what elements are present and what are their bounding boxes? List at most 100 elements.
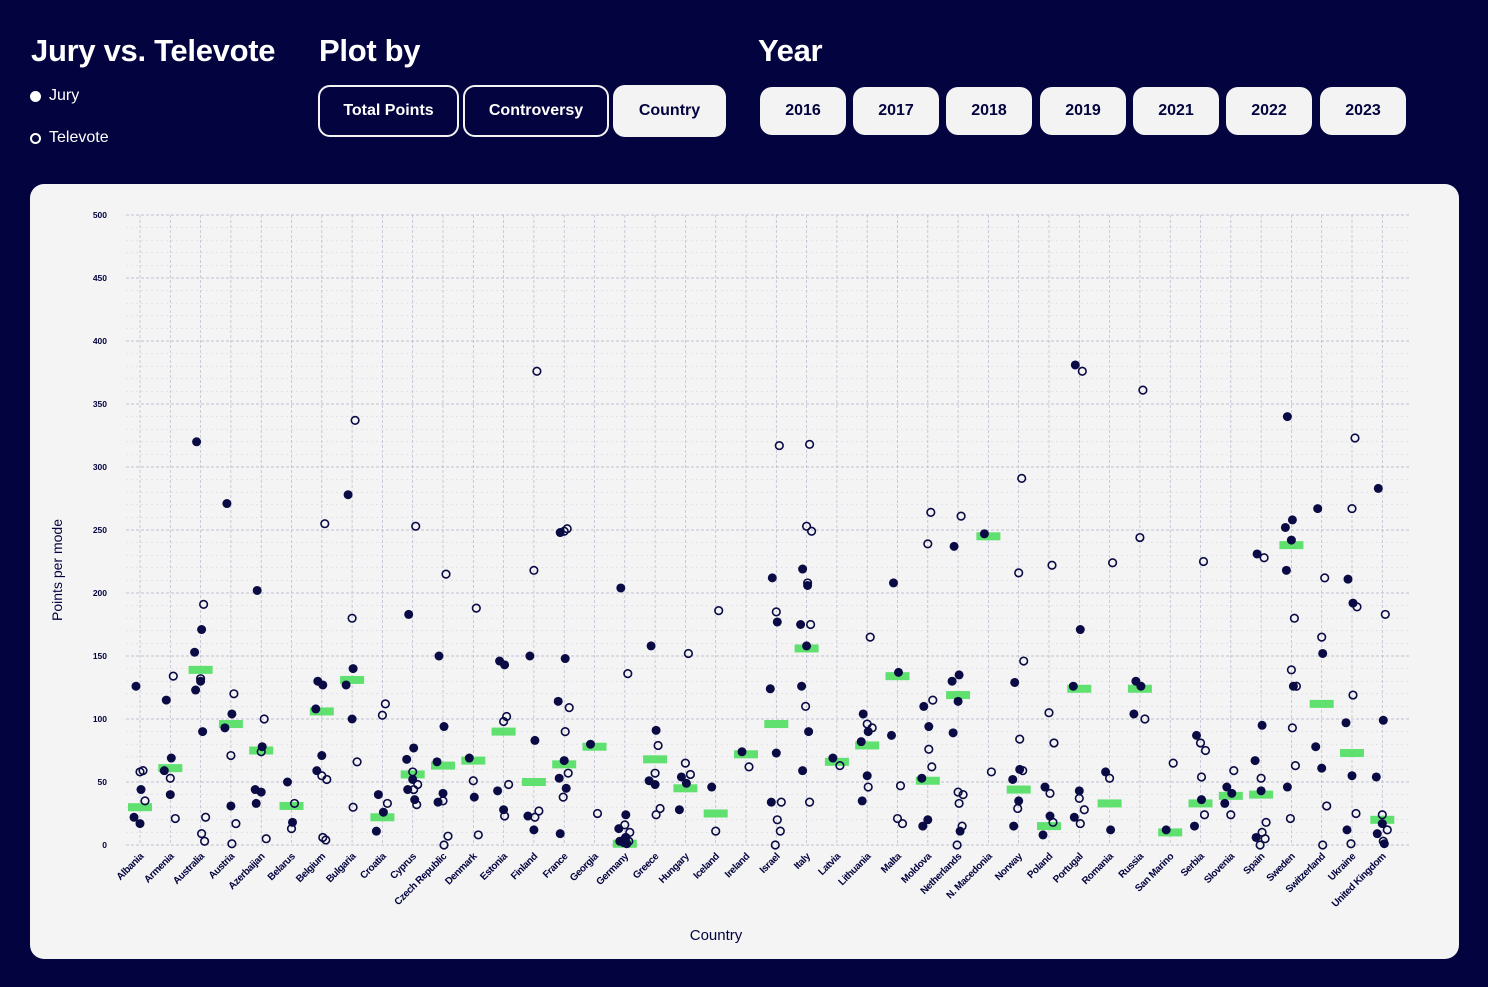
jury-point	[378, 807, 388, 817]
hollow-circle-icon	[30, 132, 41, 144]
y-tick-label: 50	[98, 777, 108, 787]
jury-point	[129, 812, 139, 822]
televote-point	[770, 840, 780, 850]
jury-point	[857, 796, 867, 806]
mean-bar	[1037, 822, 1061, 831]
televote-point	[1352, 602, 1362, 612]
televote-point	[473, 830, 483, 840]
y-tick-label: 200	[93, 588, 107, 598]
televote-point	[655, 803, 665, 814]
x-tick-label: Latvia	[816, 851, 843, 878]
televote-point	[1291, 681, 1301, 691]
jury-point	[772, 617, 782, 627]
year-button-2022[interactable]: 2022	[1226, 87, 1312, 135]
jury-point	[1252, 549, 1262, 559]
televote-point	[1138, 385, 1148, 395]
televote-point	[953, 787, 963, 797]
jury-point	[797, 681, 807, 691]
jury-point	[553, 696, 563, 706]
televote-point	[1287, 723, 1297, 733]
televote-point	[711, 826, 721, 836]
jury-point	[863, 727, 873, 737]
televote-point	[352, 757, 362, 767]
mean-bar	[1097, 799, 1122, 808]
jury-point	[948, 728, 958, 738]
x-tick-label: Belgium	[294, 851, 328, 885]
jury-point	[954, 670, 964, 680]
y-tick-label: 0	[102, 840, 107, 850]
page-title: Jury vs. Televote	[31, 33, 276, 68]
jury-point	[500, 660, 510, 670]
mean-bar	[976, 532, 1001, 541]
televote-point	[806, 526, 817, 536]
televote-point	[926, 507, 936, 517]
jury-point	[1075, 625, 1085, 635]
jury-point	[559, 756, 569, 766]
televote-point	[409, 784, 419, 795]
jury-point	[979, 529, 989, 539]
x-tick-label: Lithuania	[837, 851, 874, 888]
x-tick-label: Spain	[1242, 851, 1268, 877]
year-button-2017[interactable]: 2017	[853, 87, 939, 135]
televote-point	[1013, 803, 1023, 814]
jury-point	[469, 792, 479, 802]
televote-point	[1075, 818, 1085, 829]
total-points-button[interactable]: Total Points	[318, 85, 459, 137]
year-button-2023[interactable]: 2023	[1320, 87, 1406, 135]
televote-point	[441, 569, 451, 579]
mean-bar	[158, 764, 183, 773]
televote-point	[534, 806, 544, 816]
y-tick-label: 350	[93, 399, 107, 409]
jury-point	[737, 747, 747, 757]
televote-point	[805, 619, 816, 630]
televote-point	[865, 632, 875, 642]
mean-bar	[703, 809, 728, 818]
jury-point	[1347, 771, 1357, 781]
televote-point	[1256, 773, 1266, 783]
jury-point	[651, 725, 661, 735]
jury-point	[894, 667, 903, 677]
jury-point	[1009, 821, 1019, 831]
year-button-2018[interactable]: 2018	[946, 87, 1032, 135]
jury-point	[529, 825, 539, 835]
televote-point	[927, 762, 937, 772]
televote-point	[1290, 761, 1300, 771]
mean-bar	[1340, 749, 1364, 758]
year-button-2016[interactable]: 2016	[760, 87, 846, 135]
televote-point	[744, 762, 754, 772]
televote-point	[199, 599, 209, 609]
mean-bar	[340, 675, 365, 684]
mean-bar	[1279, 541, 1304, 550]
jury-point	[1197, 795, 1206, 805]
jury-point	[771, 748, 781, 758]
controversy-button[interactable]: Controversy	[463, 85, 609, 137]
televote-point	[653, 740, 663, 751]
jury-point	[918, 821, 928, 831]
mean-bar	[855, 741, 880, 750]
jury-point	[1190, 821, 1199, 831]
televote-point	[680, 758, 691, 768]
televote-point	[892, 813, 903, 824]
televote-point	[560, 726, 570, 737]
country-button[interactable]: Country	[613, 85, 726, 137]
x-tick-label: France	[541, 851, 571, 881]
year-button-2021[interactable]: 2021	[1133, 87, 1219, 135]
x-tick-label: United Kingdom	[1330, 851, 1389, 910]
televote-point	[530, 812, 540, 822]
jury-point	[646, 641, 656, 651]
televote-point	[651, 810, 661, 820]
mean-bar	[764, 720, 789, 729]
televote-point	[411, 521, 421, 531]
televote-point	[321, 835, 331, 845]
jury-point	[438, 788, 448, 798]
jury-point	[135, 819, 145, 829]
year-button-2019[interactable]: 2019	[1040, 87, 1126, 135]
televote-point	[1048, 817, 1058, 827]
legend-jury: Jury	[30, 87, 79, 105]
televote-point	[1285, 813, 1295, 824]
televote-point	[439, 840, 449, 850]
jury-point	[312, 766, 322, 776]
jury-point	[650, 780, 660, 790]
televote-point	[986, 767, 997, 777]
